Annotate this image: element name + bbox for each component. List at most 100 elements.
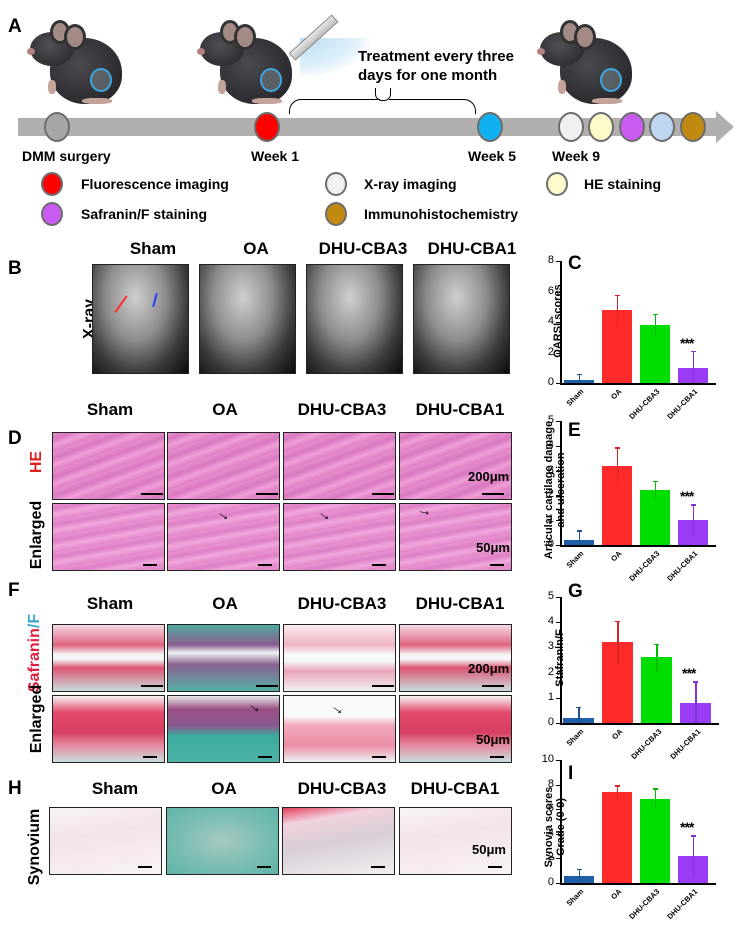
arrow-icon: → [314,503,337,526]
error-bar [692,504,694,537]
significance-marker: *** [680,488,694,505]
col-head-oa: OA [212,400,238,419]
scale-bar [141,493,163,495]
y-tick [556,883,560,884]
y-tick [556,597,560,598]
scale-bar [141,685,163,687]
error-cap [652,480,658,483]
scale-bar [482,685,504,687]
synovium-image-oa [166,807,279,875]
timeline-dot-week9-xray [558,112,584,142]
y-axis-label: Stafranin/F [554,629,566,687]
col-head-cba3: DHU-CBA3 [297,779,387,798]
y-axis [560,597,562,723]
safranin-enlarged-cba3: → [283,695,396,763]
y-tick-label: 10 [541,753,554,765]
row-label-fastgreen-part: F [26,613,43,624]
brace-right [389,99,476,114]
he-image-sham [52,432,165,500]
panel-h-letter: H [8,778,22,799]
error-cap [576,373,582,376]
legend-xray: X-ray imaging [364,176,457,192]
safranin-enlarged-sham [52,695,165,763]
error-bar [578,868,580,883]
y-axis-label: Articular cartilage damage and ulceration [543,420,567,560]
timeline-label-week9: Week 9 [552,148,600,164]
safranin-image-sham [52,624,165,692]
timeline-dot-week9-safranin [619,112,645,142]
legend-dot-ihc [325,202,347,226]
panel-a-letter: A [8,16,22,37]
scale-bar [372,564,386,566]
arrow-icon: → [244,695,267,718]
panel-f-letter: F [8,580,20,601]
error-cap [576,868,582,871]
scale-bar [372,493,394,495]
panel-g-letter: G [568,581,583,602]
error-cap [614,447,620,449]
error-bar [692,350,694,383]
y-tick-label: 0 [547,876,554,888]
timeline-dot-week9-he [588,112,614,142]
y-axis [560,421,562,545]
y-tick-label: 2 [547,851,554,864]
y-tick [556,809,560,811]
col-head-oa: OA [243,239,269,258]
col-head-cba3: DHU-CBA3 [297,594,387,613]
bar-dhu-cba3 [640,799,670,883]
scale-label-50um: 50μm [476,732,510,747]
y-tick [556,858,560,860]
row-label-synovium: Synovium [26,808,43,886]
y-tick [556,291,560,293]
legend-dot-he [546,172,568,196]
he-image-cba1: 200μm [399,432,512,500]
panel-b-letter: B [8,258,22,279]
legend-he: HE staining [584,176,662,192]
x-axis [560,383,716,385]
x-tick-label: DHU-CBA3 [627,887,662,922]
y-tick [556,421,560,422]
xray-image-sham [92,264,189,374]
panel-e-letter: E [568,420,581,441]
y-tick-label: 6 [547,802,554,815]
y-tick [556,495,560,497]
he-image-cba3 [283,432,396,500]
col-head-cba3: DHU-CBA3 [318,239,408,258]
scale-bar [258,756,272,758]
error-bar [654,313,656,337]
he-enlarged-sham [52,503,165,571]
y-tick [556,545,560,546]
scale-bar [258,564,272,566]
y-tick [556,760,560,761]
error-cap [615,620,620,623]
error-bar [656,643,658,672]
col-head-sham: Sham [86,594,134,613]
scale-bar [490,756,504,758]
synovium-image-cba1: 50μm [399,807,512,875]
x-tick-label: OA [609,549,624,564]
y-tick [556,647,560,649]
timeline-dot-week9-ihc [680,112,706,142]
timeline-dot-week1 [254,112,280,142]
error-bar [654,480,656,501]
scale-bar [143,756,157,758]
y-axis [560,261,562,383]
error-cap [576,706,581,709]
he-enlarged-cba1: → 50μm [399,503,512,571]
error-bar [578,373,580,383]
safranin-image-oa [167,624,280,692]
x-tick-label: DHU-CBA1 [667,727,702,762]
legend-dot-xray [325,172,347,196]
error-cap [652,313,658,316]
col-head-cba1: DHU-CBA1 [410,779,500,798]
scale-bar [490,564,504,566]
error-cap [690,350,696,353]
safranin-image-cba1: 200μm [399,624,512,692]
synovium-image-cba3 [282,807,395,875]
arrow-icon: → [415,503,434,521]
error-cap [693,681,698,683]
timeline-dot-dmm [44,112,70,142]
y-tick-label: 4 [547,826,554,839]
y-tick-label: 2 [547,488,554,501]
error-bar [616,294,618,326]
